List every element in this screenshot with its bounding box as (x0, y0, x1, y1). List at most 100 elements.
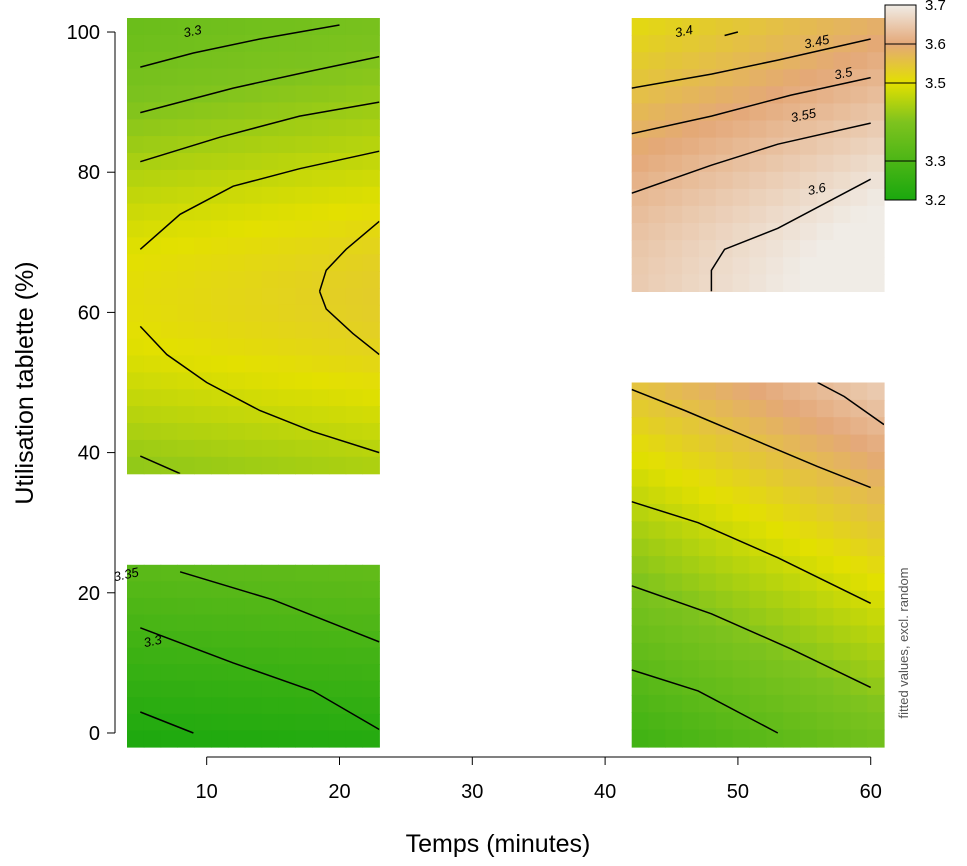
heatmap-cell (783, 677, 801, 696)
heatmap-cell (648, 729, 666, 748)
heatmap-cell (345, 85, 364, 103)
heatmap-cell (682, 188, 700, 207)
heatmap-cell (194, 697, 212, 715)
heatmap-cell (160, 730, 178, 748)
heatmap-cell (766, 642, 784, 661)
heatmap-cell (799, 120, 818, 139)
heatmap-cell (295, 439, 313, 458)
heatmap-cell (715, 399, 734, 418)
heatmap-cell (749, 188, 767, 207)
heatmap-cell (867, 69, 885, 87)
heatmap-cell (127, 614, 145, 632)
heatmap-cell (312, 581, 330, 599)
heatmap-cell (799, 417, 818, 436)
heatmap-cell (648, 382, 666, 401)
heatmap-cell (143, 271, 162, 289)
heatmap-cell (312, 647, 330, 665)
heatmap-cell (783, 521, 801, 540)
heatmap-cell (312, 597, 330, 616)
heatmap-cell (850, 188, 868, 207)
heatmap-cell (749, 417, 767, 436)
heatmap-cell (867, 625, 885, 644)
colorbar-gradient (884, 4, 917, 201)
heatmap-cell (295, 186, 313, 205)
heatmap-cell (278, 581, 296, 599)
heatmap-cell (631, 694, 650, 713)
heatmap-cell (867, 608, 885, 627)
heatmap-cell (850, 205, 868, 224)
heatmap-cell (749, 677, 767, 696)
heatmap-cell (194, 597, 212, 616)
heatmap-cell (715, 35, 734, 53)
heatmap-cell (177, 288, 195, 306)
heatmap-cell (278, 439, 296, 458)
heatmap-cell (211, 680, 229, 698)
heatmap-cell (261, 581, 279, 599)
heatmap-cell (227, 85, 246, 103)
heatmap-cell (749, 642, 767, 661)
heatmap-cell (699, 137, 717, 156)
heatmap-cell (278, 169, 296, 188)
heatmap-cell (648, 188, 666, 207)
heatmap-cell (143, 389, 162, 407)
heatmap-cell (362, 136, 380, 154)
heatmap-cell (799, 223, 818, 241)
heatmap-cell (749, 660, 767, 679)
heatmap-cell (261, 730, 279, 748)
heatmap-cell (295, 647, 313, 665)
heatmap-cell (665, 486, 683, 505)
heatmap-cell (194, 102, 212, 120)
heatmap-cell (244, 203, 263, 222)
heatmap-cell (143, 119, 162, 137)
heatmap-cell (177, 119, 195, 137)
heatmap-cell (631, 240, 650, 258)
heatmap-cell (194, 680, 212, 698)
heatmap-cell (732, 205, 750, 224)
heatmap-cell (244, 18, 263, 36)
heatmap-cell (244, 456, 263, 475)
heatmap-cell (295, 581, 313, 599)
heatmap-cell (867, 573, 885, 592)
heatmap-cell (682, 608, 700, 627)
heatmap-cell (244, 34, 263, 53)
heatmap-cell (867, 538, 885, 557)
heatmap-cell (648, 642, 666, 661)
heatmap-cell (682, 504, 700, 522)
heatmap-cell (833, 504, 851, 522)
heatmap-cell (732, 137, 750, 156)
heatmap-cell (833, 521, 851, 540)
heatmap-cell (631, 103, 650, 122)
heatmap-cell (850, 556, 868, 575)
heatmap-cell (799, 103, 818, 122)
heatmap-cell (682, 660, 700, 679)
heatmap-cell (749, 538, 767, 557)
heatmap-cell (362, 647, 380, 665)
heatmap-cell (177, 186, 195, 205)
heatmap-cell (177, 713, 195, 732)
heatmap-cell (143, 697, 162, 715)
heatmap-cell (143, 730, 162, 748)
heatmap-cell (783, 120, 801, 139)
heatmap-cell (143, 406, 162, 424)
heatmap-cell (278, 697, 296, 715)
heatmap-cell (732, 35, 750, 53)
heatmap-cell (160, 288, 178, 306)
heatmap-cell (648, 521, 666, 540)
heatmap-cell (665, 382, 683, 401)
heatmap-cell (699, 625, 717, 644)
heatmap-cell (177, 456, 195, 475)
heatmap-cell (766, 417, 784, 436)
heatmap-cell (194, 153, 212, 171)
plot-area: 3.3 3.4 3.453.5 3.55 3.6 3.35 3.3 (112, 18, 885, 748)
heatmap-cell (867, 504, 885, 522)
heatmap-cell (715, 188, 734, 207)
heatmap-cell (665, 625, 683, 644)
heatmap-cell (127, 34, 145, 53)
heatmap-cell (867, 257, 885, 275)
heatmap-cell (732, 677, 750, 696)
heatmap-cell (227, 372, 246, 390)
heatmap-cell (816, 694, 835, 713)
heatmap-cell (244, 304, 263, 323)
heatmap-cell (227, 730, 246, 748)
heatmap-cell (362, 51, 380, 70)
